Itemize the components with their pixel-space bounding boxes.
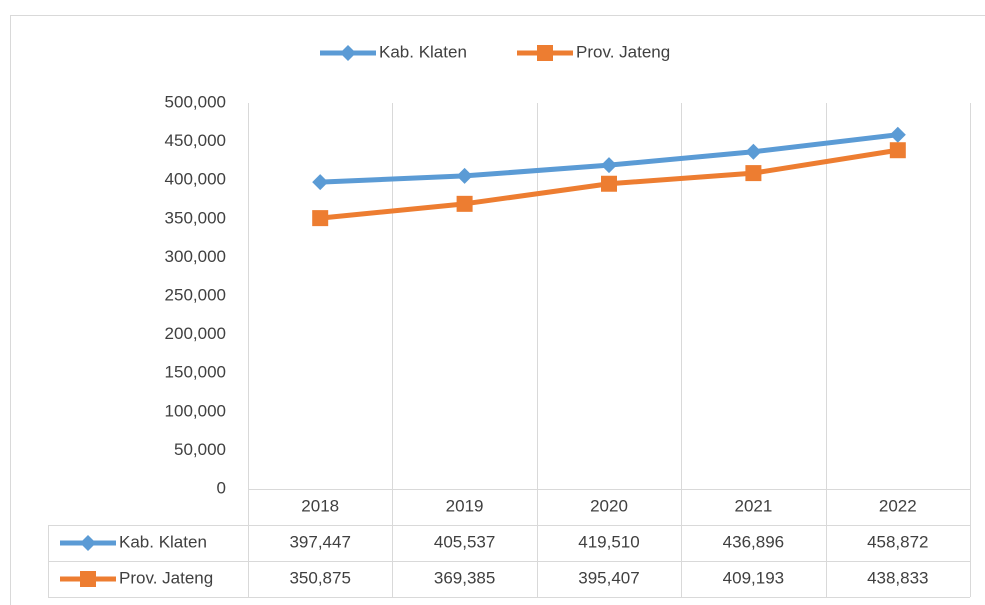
y-tick-label: 350,000 bbox=[165, 208, 226, 227]
legend-marker bbox=[80, 535, 96, 551]
point-marker bbox=[456, 195, 473, 212]
table-cell: 405,537 bbox=[434, 532, 495, 551]
point-marker bbox=[601, 157, 617, 174]
y-tick-label: 150,000 bbox=[165, 363, 226, 382]
legend-marker bbox=[537, 45, 553, 61]
y-tick-label: 200,000 bbox=[165, 324, 226, 343]
point-marker bbox=[745, 165, 762, 182]
y-tick-label: 500,000 bbox=[165, 92, 226, 111]
table-cell: 369,385 bbox=[434, 568, 495, 587]
table-cell: 397,447 bbox=[289, 532, 350, 551]
legend-label: Kab. Klaten bbox=[379, 42, 467, 61]
legend-label: Prov. Jateng bbox=[576, 42, 670, 61]
table-cell: 438,833 bbox=[867, 568, 928, 587]
point-marker bbox=[889, 142, 906, 159]
x-tick-label: 2019 bbox=[446, 496, 484, 515]
y-tick-label: 400,000 bbox=[165, 170, 226, 189]
x-tick-label: 2021 bbox=[734, 496, 772, 515]
chart-border bbox=[10, 15, 985, 605]
table-cell: 458,872 bbox=[867, 532, 928, 551]
x-tick-label: 2020 bbox=[590, 496, 628, 515]
table-cell: 419,510 bbox=[578, 532, 639, 551]
legend-marker bbox=[340, 45, 356, 61]
y-tick-label: 300,000 bbox=[165, 247, 226, 266]
legend-marker bbox=[80, 571, 96, 587]
table-row-label: Prov. Jateng bbox=[119, 568, 213, 587]
point-marker bbox=[745, 143, 762, 160]
y-tick-label: 450,000 bbox=[165, 131, 226, 150]
x-tick-label: 2018 bbox=[301, 496, 339, 515]
table-cell: 436,896 bbox=[723, 532, 784, 551]
point-marker bbox=[456, 167, 473, 184]
point-marker bbox=[889, 126, 906, 143]
point-marker bbox=[601, 175, 617, 192]
table-cell: 409,193 bbox=[723, 568, 784, 587]
table-row-label: Kab. Klaten bbox=[119, 532, 207, 551]
table-cell: 350,875 bbox=[289, 568, 350, 587]
y-tick-label: 50,000 bbox=[174, 440, 226, 459]
table-cell: 395,407 bbox=[578, 568, 639, 587]
y-tick-label: 250,000 bbox=[165, 285, 226, 304]
x-tick-label: 2022 bbox=[879, 496, 917, 515]
y-tick-label: 0 bbox=[217, 478, 226, 497]
y-tick-label: 100,000 bbox=[165, 401, 226, 420]
point-marker bbox=[312, 174, 329, 191]
point-marker bbox=[312, 210, 329, 227]
